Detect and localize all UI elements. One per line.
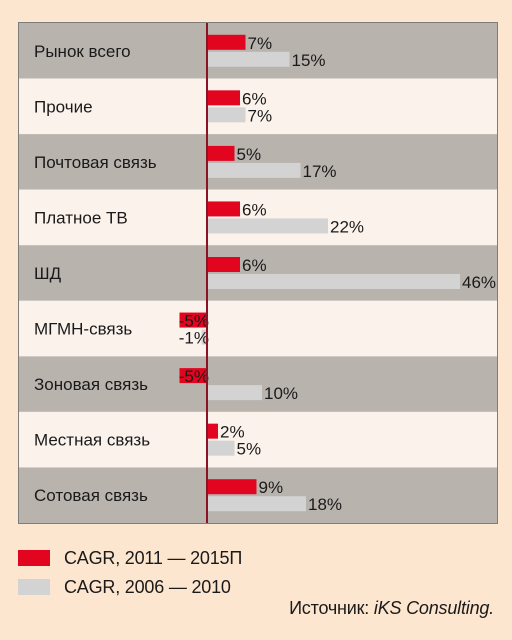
category-label: МГМН-связь [34,320,132,339]
bar-historic [207,274,460,289]
category-label: Сотовая связь [34,486,148,505]
data-label: -5% [179,312,209,331]
category-label: Платное ТВ [34,208,128,227]
row-background [19,300,497,357]
row-background [19,189,497,246]
bar-forecast [207,423,218,439]
bar-forecast [207,34,246,50]
data-label: 7% [248,106,273,125]
row-background [19,134,497,190]
data-label: 9% [259,478,284,497]
data-label: 2% [220,423,245,442]
data-label: 17% [303,162,337,181]
row-background [19,411,497,468]
category-label: Рынок всего [34,42,131,61]
data-label: 5% [237,145,262,164]
bar-historic [207,51,290,67]
row-background [19,467,497,523]
bar-forecast [207,201,240,217]
legend-swatch-2 [18,579,50,595]
data-label: 46% [462,273,496,292]
bar-historic [201,329,207,345]
bar-forecast [179,368,207,384]
data-label: 7% [248,34,273,53]
legend-item-1: CAGR, 2011 — 2015П [18,547,242,569]
legend-swatch-1 [18,550,50,566]
row-background [19,23,497,79]
row-background [19,245,497,301]
row-background [19,78,497,135]
data-label: 6% [242,89,267,108]
data-label: 5% [237,440,262,459]
bar-historic [207,496,306,512]
data-label: 15% [292,51,326,70]
data-label: -1% [179,329,209,348]
category-label: Почтовая связь [34,153,157,172]
bar-forecast [207,145,235,161]
bar-historic [207,107,246,123]
data-label: 6% [242,200,267,219]
bar-historic [207,440,235,456]
row-background [19,356,497,412]
bar-forecast [179,312,207,328]
source-name: iKS Consulting. [373,598,494,618]
bar-historic [207,385,262,401]
category-label: Прочие [34,97,93,116]
data-label: 10% [264,384,298,403]
category-label: Зоновая связь [34,375,148,394]
legend-item-2: CAGR, 2006 — 2010 [18,576,231,598]
bar-forecast [207,257,240,272]
data-label: 18% [308,495,342,514]
bar-chart: Рынок всего Прочие Почтовая связь Платное Т… [19,23,497,523]
bar-historic [207,218,328,234]
legend-label-1: CAGR, 2011 — 2015П [64,547,243,568]
data-label: 22% [330,217,364,236]
bar-forecast [207,479,257,495]
source-label: Источник: [289,598,374,618]
category-label: Местная связь [34,431,150,450]
category-label: ШД [34,264,62,283]
data-label: 6% [242,256,267,275]
source-note: Источник: iKS Consulting. [289,598,494,619]
legend-label-2: CAGR, 2006 — 2010 [64,576,231,597]
bar-forecast [207,90,240,106]
bar-historic [207,162,301,178]
data-label: -5% [179,367,209,386]
chart: Рынок всего Прочие Почтовая связь Платное Т… [18,22,498,524]
